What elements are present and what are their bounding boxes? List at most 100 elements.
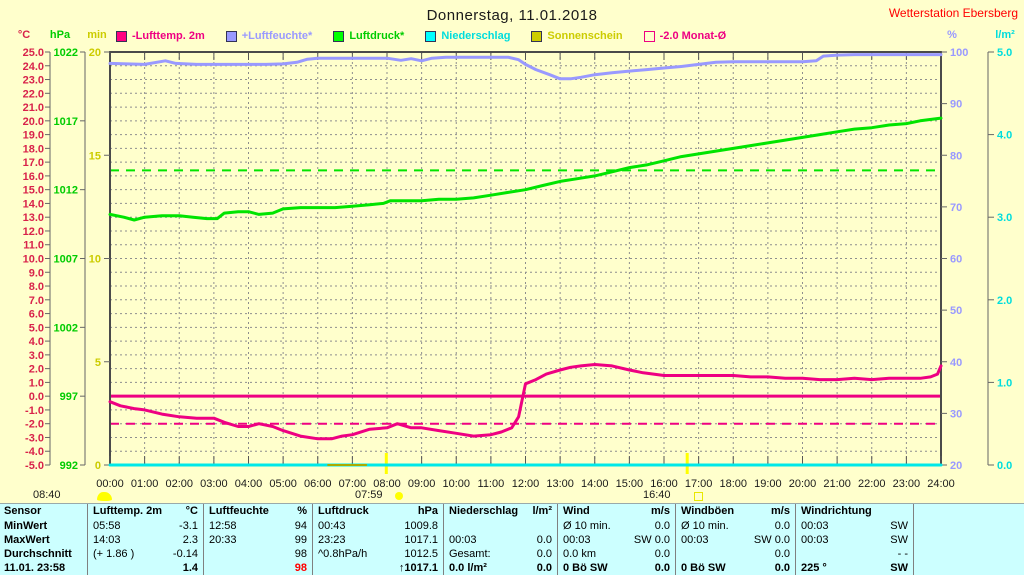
table-cell: 0.0 l/m² 0.0 — [444, 561, 557, 575]
time-axis-label: 19:00 — [754, 478, 782, 490]
sunset-square-icon — [694, 492, 703, 501]
temp-axis-label: 1.0 — [29, 377, 44, 389]
table-cell-right: 98 — [294, 562, 307, 574]
table-cell-right: 1.4 — [182, 562, 198, 574]
table-column: Niederschlag l/m² 00:03 0.0 Gesamt: 0.0 0.0 l/… — [444, 504, 558, 575]
table-cell: 0 Bö SW 0.0 — [676, 561, 795, 575]
table-column-header: Windböen m/s — [676, 504, 795, 519]
time-axis-label: 22:00 — [858, 478, 886, 490]
table-cell: 00:03 0.0 — [444, 533, 557, 547]
table-cell-left: Ø 10 min. — [563, 520, 611, 532]
hpa-axis-label: 992 — [60, 460, 78, 472]
legend-item: Sonnenschein — [531, 30, 623, 42]
temp-axis-label: 23.0 — [23, 75, 44, 87]
temp-axis-label: 13.0 — [23, 212, 44, 224]
legend-item: -Lufttemp. 2m — [116, 30, 205, 42]
time-axis-label: 20:00 — [789, 478, 817, 490]
table-cell: 00:03 SW — [796, 519, 913, 533]
table-column-header: Wind m/s — [558, 504, 675, 519]
temp-axis-label: 22.0 — [23, 88, 44, 100]
legend-label: -2.0 Monat-Ø — [659, 30, 727, 42]
table-cell-right: 98 — [294, 548, 307, 560]
table-row-label: MinWert — [0, 519, 87, 533]
table-column-header: Luftfeuchte% — [204, 504, 312, 519]
table-cell-right: 2.3 — [182, 534, 198, 546]
temp-axis-label: 20.0 — [23, 116, 44, 128]
table-row-label: Durchschnitt — [0, 547, 87, 561]
time-axis-label: 03:00 — [200, 478, 228, 490]
table-cell-right: 0.0 — [654, 562, 670, 574]
legend-swatch-icon — [333, 30, 345, 42]
table-cell-right: SW — [890, 562, 908, 574]
temp-axis-label: 9.0 — [29, 267, 44, 279]
temp-axis-label: 24.0 — [23, 61, 44, 73]
table-cell-left: 00:03 — [801, 520, 829, 532]
temp-axis-label: 17.0 — [23, 157, 44, 169]
hpa-axis-label: 1002 — [54, 322, 78, 334]
table-cell: 05:58 -3.1 — [88, 519, 203, 533]
table-cell-right: 1012.5 — [404, 548, 438, 560]
table-cell: - - — [796, 547, 913, 561]
lm2-axis-unit: l/m² — [995, 29, 1015, 41]
table-header-name: Luftdruck — [318, 505, 369, 517]
time-axis-label: 24:00 — [927, 478, 955, 490]
table-header-unit: °C — [185, 505, 198, 517]
table-cell: Ø 10 min. 0.0 — [676, 519, 795, 533]
time-axis-label: 02:00 — [165, 478, 193, 490]
table-row-label-text: MinWert — [4, 520, 48, 532]
table-header-unit: % — [297, 505, 307, 517]
table-column: Windböen m/s Ø 10 min. 0.0 00:03 SW 0.0 0.0 0 B… — [676, 504, 796, 575]
table-cell-right: 94 — [294, 520, 307, 532]
hpa-axis-unit: hPa — [50, 29, 71, 41]
table-cell-right: 1017.1 — [404, 534, 438, 546]
table-cell-right: -0.14 — [172, 548, 198, 560]
table-cell-right: 0.0 — [654, 520, 670, 532]
table-cell-right: ↑1017.1 — [398, 562, 438, 574]
table-cell-right: SW — [890, 520, 908, 532]
table-row-label-text: Durchschnitt — [4, 548, 72, 560]
pct-axis-label: 100 — [950, 47, 968, 59]
table-cell — [914, 533, 1024, 547]
table-column: Luftdruck hPa 00:43 1009.8 23:23 1017.1 ^0.8hP… — [313, 504, 444, 575]
temp-axis-label: 3.0 — [29, 350, 44, 362]
hpa-axis-label: 1007 — [54, 254, 78, 266]
moonrise-time: 08:40 — [33, 489, 61, 501]
min-axis-label: 20 — [89, 47, 101, 59]
table-cell: 00:03 SW — [796, 533, 913, 547]
table-header-unit: hPa — [417, 505, 438, 517]
time-axis-label: 15:00 — [616, 478, 644, 490]
time-axis-label: 14:00 — [581, 478, 609, 490]
table-cell-left: 00:03 — [801, 534, 829, 546]
table-cell — [914, 547, 1024, 561]
table-cell-left: 00:03 — [681, 534, 709, 546]
table-cell: 0.0 km 0.0 — [558, 547, 675, 561]
chart-legend: -Lufttemp. 2m +Luftfeuchte* Luftdruck* Nied… — [116, 30, 726, 42]
temp-axis-unit: °C — [18, 29, 30, 41]
table-cell: Gesamt: 0.0 — [444, 547, 557, 561]
min-axis-label: 10 — [89, 254, 101, 266]
table-header-name: Windrichtung — [801, 505, 872, 517]
table-column: Luftfeuchte% 12:58 94 20:33 99 98 98 — [204, 504, 313, 575]
temp-axis-label: 11.0 — [23, 240, 44, 252]
table-cell-left: 23:23 — [318, 534, 346, 546]
table-cell-right: SW — [890, 534, 908, 546]
table-cell: ↑1017.1 — [313, 561, 443, 575]
table-header-name: Wind — [563, 505, 590, 517]
lm2-axis-label: 1.0 — [997, 377, 1012, 389]
table-cell: 14:03 2.3 — [88, 533, 203, 547]
legend-item: Niederschlag — [425, 30, 510, 42]
min-axis-unit: min — [87, 29, 107, 41]
time-axis-label: 18:00 — [719, 478, 747, 490]
table-cell-right: 0.0 — [774, 562, 790, 574]
lm2-axis-label: 2.0 — [997, 295, 1012, 307]
lm2-axis-label: 0.0 — [997, 460, 1012, 472]
table-cell-right: 0.0 — [774, 520, 790, 532]
temp-axis-label: 2.0 — [29, 364, 44, 376]
table-cell-right: 0.0 — [654, 548, 670, 560]
legend-label: Sonnenschein — [547, 30, 623, 42]
temp-axis-label: 21.0 — [23, 102, 44, 114]
temp-axis-label: 14.0 — [23, 198, 44, 210]
table-cell: 225 ° SW — [796, 561, 913, 575]
table-cell: 23:23 1017.1 — [313, 533, 443, 547]
